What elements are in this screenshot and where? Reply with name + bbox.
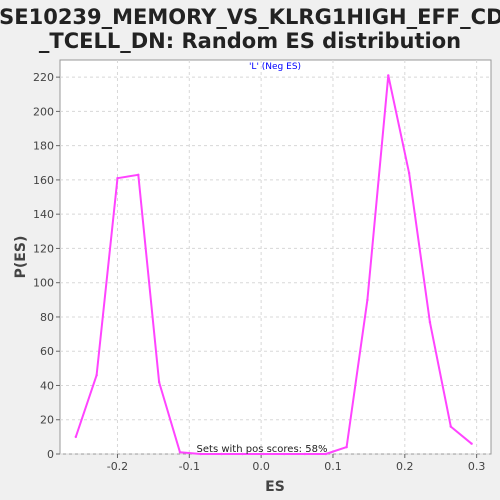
- x-tick-label: 0.3: [468, 460, 486, 473]
- data-point: [428, 320, 432, 324]
- y-tick-label: 0: [47, 448, 54, 461]
- y-tick-label: 60: [40, 345, 54, 358]
- y-tick-label: 200: [33, 105, 54, 118]
- plot-area: [59, 59, 492, 455]
- data-point: [407, 171, 411, 175]
- data-point: [303, 452, 307, 456]
- data-point: [387, 74, 390, 77]
- chart-title-line2: _TCELL_DN: Random ES distribution: [39, 29, 461, 53]
- x-tick-label: 0.1: [324, 460, 342, 473]
- data-point: [345, 445, 348, 449]
- x-axis-label: ES: [265, 479, 285, 495]
- y-tick-label: 120: [33, 242, 54, 255]
- data-point: [137, 173, 140, 176]
- data-point: [282, 452, 286, 456]
- es-distribution-line: [74, 74, 473, 455]
- legend-label: 'L' (Neg ES): [249, 62, 301, 72]
- data-point: [220, 452, 223, 456]
- y-tick-label: 160: [33, 174, 54, 187]
- data-point: [262, 452, 265, 456]
- data-point: [449, 425, 452, 428]
- chart-title-line1: GSE10239_MEMORY_VS_KLRG1HIGH_EFF_CD8: [0, 5, 500, 29]
- data-point: [199, 452, 202, 456]
- data-point: [366, 298, 369, 302]
- y-tick-label: 40: [40, 379, 54, 392]
- x-tick-label: 0.2: [396, 460, 414, 473]
- data-point: [157, 380, 161, 384]
- data-point: [95, 374, 98, 377]
- y-tick-label: 140: [33, 208, 54, 221]
- y-tick-label: 220: [33, 71, 54, 84]
- y-tick-label: 180: [33, 140, 54, 153]
- data-point: [324, 452, 327, 456]
- axis-ticks: -0.2 -0.1 0.0 0.1 0.2 0.3 0 20 40 60 80 100 120 140 16…: [33, 71, 485, 473]
- x-tick-label: 0.0: [252, 460, 270, 473]
- data-point: [116, 177, 119, 180]
- y-axis-label: P(ES): [13, 236, 29, 279]
- data-point: [74, 435, 78, 439]
- y-tick-label: 80: [40, 311, 54, 324]
- x-tick-label: -0.2: [107, 460, 128, 473]
- data-point: [178, 451, 182, 454]
- x-tick-label: -0.1: [179, 460, 200, 473]
- data-point: [470, 442, 473, 445]
- y-tick-label: 100: [33, 277, 54, 290]
- series-line: [74, 74, 473, 456]
- annotation-text: Sets with pos scores: 58%: [197, 444, 328, 455]
- y-tick-label: 20: [40, 414, 54, 427]
- data-point: [241, 452, 244, 456]
